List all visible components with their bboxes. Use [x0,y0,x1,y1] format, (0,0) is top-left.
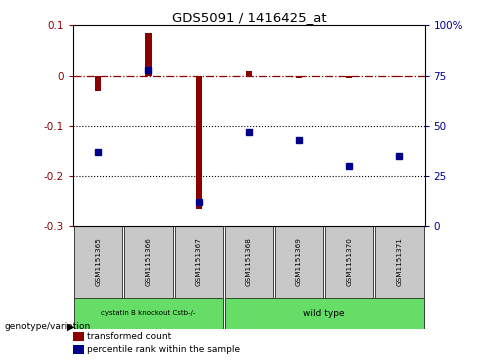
Bar [346,76,352,78]
Bar [74,298,223,329]
Bar [275,226,323,298]
Text: GSM1151368: GSM1151368 [246,237,252,286]
Bar [73,332,84,341]
Bar [74,226,122,298]
Text: GSM1151365: GSM1151365 [95,237,102,286]
Bar [296,76,302,78]
Bar [124,226,173,298]
Bar [325,226,373,298]
Text: GSM1151370: GSM1151370 [346,237,352,286]
Text: GSM1151371: GSM1151371 [396,237,403,286]
Bar [95,76,102,91]
Bar [246,71,252,76]
Text: cystatin B knockout Cstb-/-: cystatin B knockout Cstb-/- [102,310,196,316]
Bar [225,226,273,298]
Text: GSM1151366: GSM1151366 [145,237,151,286]
Text: transformed count: transformed count [87,332,171,341]
Text: ▶: ▶ [67,322,75,332]
Bar [73,345,84,354]
Bar [175,226,223,298]
Text: genotype/variation: genotype/variation [5,322,91,331]
Text: GSM1151367: GSM1151367 [196,237,202,286]
Bar [145,33,151,76]
Title: GDS5091 / 1416425_at: GDS5091 / 1416425_at [172,11,326,24]
Bar [225,298,424,329]
Text: GSM1151369: GSM1151369 [296,237,302,286]
Bar [396,76,403,77]
Text: percentile rank within the sample: percentile rank within the sample [87,345,241,354]
Text: wild type: wild type [304,309,345,318]
Bar [375,226,424,298]
Bar [196,76,202,209]
